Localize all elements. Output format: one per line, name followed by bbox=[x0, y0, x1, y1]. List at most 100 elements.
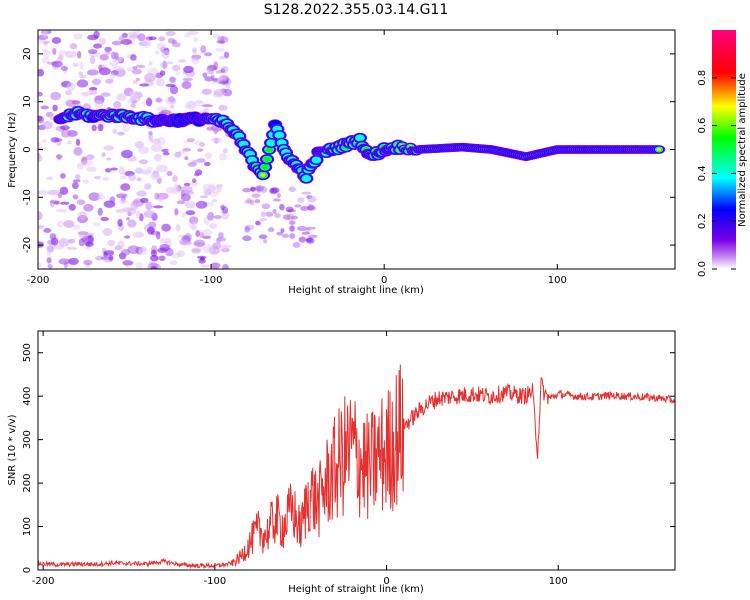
spectrogram-noise-cell bbox=[112, 128, 118, 135]
spectrogram-noise-cell bbox=[307, 234, 318, 239]
spectrogram-noise-cell bbox=[93, 30, 100, 39]
spectrogram-noise-cell bbox=[213, 88, 226, 97]
spectrogram-noise-cell bbox=[119, 175, 127, 180]
spectrogram-noise-cell bbox=[68, 238, 76, 244]
spectrogram-noise-cell bbox=[59, 201, 70, 205]
spectrogram-noise-cell bbox=[112, 65, 125, 71]
snr-y-tick-label: 500 bbox=[22, 343, 33, 362]
spectrogram-noise-cell bbox=[60, 65, 69, 71]
spectrogram-noise-cell bbox=[67, 246, 78, 251]
spectrogram-noise-cell bbox=[156, 42, 167, 51]
spectrogram-noise-cell bbox=[154, 153, 162, 162]
spectrogram-noise-cell bbox=[190, 181, 199, 187]
spectrogram-noise-cell bbox=[93, 175, 102, 180]
spectrogram-noise-cell bbox=[60, 129, 71, 138]
spectrogram-noise-cell bbox=[259, 218, 267, 222]
spectrogram-noise-cell bbox=[301, 191, 312, 195]
spectrogram-noise-cell bbox=[217, 185, 223, 193]
spectrogram-noise-cell bbox=[155, 78, 165, 87]
spectrogram-noise-cell bbox=[199, 142, 206, 148]
spectrogram-noise-cell bbox=[38, 225, 45, 229]
snr-x-ticks: -200 -100 0 100 bbox=[32, 331, 568, 587]
spectrogram-noise-cell bbox=[78, 211, 88, 220]
spectrogram-noise-cell bbox=[254, 198, 261, 204]
snr-x-label: Height of straight line (km) bbox=[288, 584, 424, 595]
spectrogram-noise-cell bbox=[88, 87, 98, 91]
spectrogram-noise-cell bbox=[78, 75, 87, 79]
spectrogram-noise-cell bbox=[158, 36, 166, 42]
colorbar-tick-label: 0.0 bbox=[697, 261, 708, 277]
spectrogram-noise-cell bbox=[212, 33, 221, 39]
spectrogram-noise-cell bbox=[184, 156, 189, 161]
spectrogram-noise-cell bbox=[57, 220, 64, 228]
snr-y-tick-label: 300 bbox=[22, 430, 33, 449]
snr-x-tick-label: -100 bbox=[203, 576, 226, 587]
spectrogram-noise-cell bbox=[191, 248, 201, 254]
snr-y-label: SNR (10 * v/v) bbox=[7, 414, 18, 485]
spectrogram-noise-cell bbox=[138, 159, 149, 165]
spectrogram-noise-cell bbox=[117, 131, 125, 136]
spectrogram-noise-cell bbox=[63, 220, 75, 228]
spectrogram-noise-cell bbox=[42, 30, 48, 37]
spectrogram-noise-cell bbox=[169, 85, 179, 95]
spectrogram-y-tick-label: 20 bbox=[22, 48, 33, 61]
figure-title: S128.2022.355.03.14.G11 bbox=[264, 2, 449, 18]
spectrogram-noise-cell bbox=[204, 152, 213, 159]
spectrogram-noise-cell bbox=[161, 223, 171, 232]
snr-series-line bbox=[38, 364, 675, 570]
spectrogram-noise-cell bbox=[59, 186, 69, 196]
spectrogram-noise-cell bbox=[150, 266, 157, 269]
spectrogram-noise-cell bbox=[56, 154, 62, 161]
spectrogram-noise-cell bbox=[158, 255, 166, 262]
spectrogram-noise-cell bbox=[92, 78, 102, 85]
spectrogram-noise-cell bbox=[193, 173, 200, 177]
spectrogram-noise-cell bbox=[215, 249, 221, 253]
spectrogram-noise-cell bbox=[47, 264, 53, 269]
spectrogram-noise-cell bbox=[100, 216, 110, 222]
spectrogram-noise-cell bbox=[38, 190, 49, 195]
spectrogram-noise-cell bbox=[180, 185, 193, 193]
spectrogram-noise-cell bbox=[263, 238, 268, 244]
spectrogram-noise-cell bbox=[289, 220, 296, 225]
spectrogram-noise-cell bbox=[154, 50, 160, 55]
spectrogram-ridge-cell bbox=[274, 131, 285, 139]
spectrogram-noise-cell bbox=[76, 199, 86, 205]
spectrogram-noise-cell bbox=[294, 204, 302, 208]
spectrogram-noise-cell bbox=[161, 148, 169, 153]
spectrogram-noise-cell bbox=[261, 203, 271, 210]
spectrogram-noise-cell bbox=[80, 91, 92, 97]
spectrogram-noise-cell bbox=[174, 151, 182, 158]
spectrogram-noise-cell bbox=[106, 157, 112, 161]
spectrogram-noise-cell bbox=[176, 200, 186, 205]
spectrogram-noise-cell bbox=[102, 228, 113, 237]
spectrogram-noise-cell bbox=[176, 250, 185, 258]
spectrogram-noise-cell bbox=[97, 191, 103, 199]
spectrogram-noise-cell bbox=[101, 152, 106, 158]
spectrogram-noise-cell bbox=[127, 98, 133, 106]
colorbar-gradient bbox=[712, 30, 736, 269]
spectrogram-noise-cell bbox=[154, 192, 160, 200]
spectrogram-noise-cell bbox=[75, 138, 81, 146]
spectrogram-noise-cell bbox=[75, 173, 81, 180]
snr-panel: -200 -100 0 100 0 100 200 300 400 500 Height of … bbox=[7, 330, 676, 595]
colorbar-tick-label: 0.4 bbox=[697, 165, 708, 181]
spectrogram-noise-cell bbox=[307, 195, 317, 203]
spectrogram-noise-cell bbox=[118, 199, 129, 204]
spectrogram-noise-cell bbox=[219, 55, 225, 60]
spectrogram-noise-cell bbox=[142, 39, 152, 48]
spectrogram-noise-cell bbox=[97, 207, 103, 216]
spectrogram-noise-cell bbox=[130, 103, 136, 109]
spectrogram-noise-cell bbox=[54, 138, 63, 142]
spectrogram-noise-cell bbox=[100, 92, 111, 97]
spectrogram-noise-cell bbox=[47, 189, 60, 196]
spectrogram-noise-cell bbox=[213, 127, 219, 135]
spectrogram-noise-cell bbox=[143, 210, 156, 218]
spectrogram-noise-cell bbox=[43, 227, 52, 233]
colorbar-ticks: 0.0 0.2 0.4 0.6 0.8 bbox=[697, 70, 736, 277]
spectrogram-noise-cell bbox=[65, 99, 77, 108]
spectrogram-ridge-cell bbox=[266, 139, 277, 147]
spectrogram-noise-cell bbox=[161, 49, 170, 59]
spectrogram-noise-cell bbox=[261, 211, 266, 218]
spectrogram-noise-cell bbox=[155, 72, 164, 79]
